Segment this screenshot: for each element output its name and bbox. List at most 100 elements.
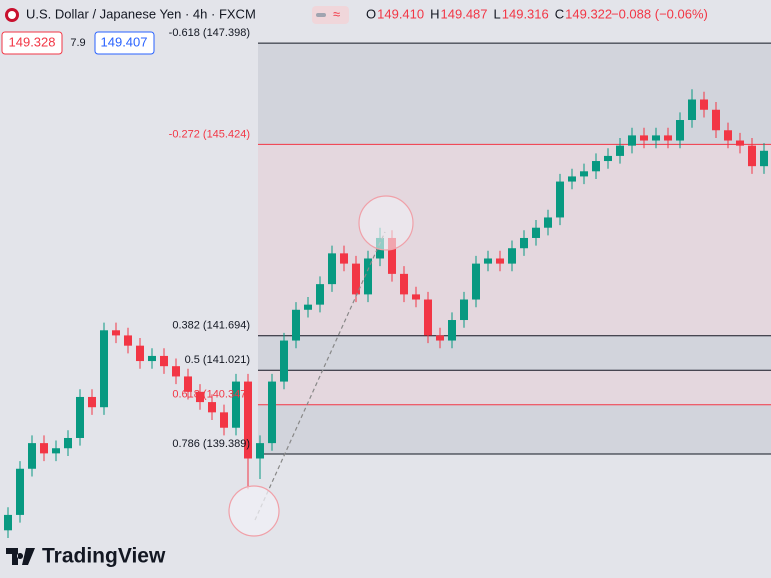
candle-body: [640, 135, 648, 141]
ohlc: O 149.410 H 149.487 L 149.316 C 149.322: [366, 6, 612, 21]
toggle-icon: [316, 13, 326, 17]
fib-label: 0.618 (140.347): [172, 389, 250, 401]
candle-body: [580, 171, 588, 177]
candle-body: [736, 140, 744, 146]
candle-body: [112, 330, 120, 336]
candle-body: [184, 376, 192, 392]
watermark: TradingView: [42, 545, 166, 568]
candle-body: [688, 99, 696, 121]
candle-body: [232, 381, 240, 428]
fib-zone: [258, 370, 771, 405]
candle-body: [700, 99, 708, 110]
candle-body: [676, 120, 684, 141]
spread: 7.9: [70, 37, 85, 49]
candle-body: [256, 443, 264, 459]
candle-body: [76, 396, 84, 438]
logo: [6, 548, 35, 565]
buy-price: 149.407: [101, 34, 148, 49]
candle-body: [400, 273, 408, 295]
candle-body: [268, 381, 276, 444]
candle-body: [280, 340, 288, 382]
candle-body: [40, 443, 48, 454]
candle-body: [556, 181, 564, 218]
candle-body: [448, 320, 456, 341]
ohlc-key: O: [366, 6, 376, 21]
candles: [4, 89, 768, 538]
candle-body: [436, 335, 444, 341]
change: −0.088 (−0.06%): [611, 6, 708, 21]
candle-body: [532, 227, 540, 238]
candle-body: [316, 284, 324, 305]
candle-body: [160, 355, 168, 367]
fib-label: -0.618 (147.398): [169, 27, 250, 39]
candle-body: [196, 391, 204, 403]
candle-body: [16, 468, 24, 515]
candle-body: [460, 299, 468, 321]
candle-body: [136, 345, 144, 362]
candle-body: [172, 366, 180, 377]
fib-zone: [258, 144, 771, 336]
candle-body: [100, 330, 108, 408]
candle-body: [712, 109, 720, 131]
candle-body: [592, 161, 600, 172]
candle-body: [424, 299, 432, 336]
sell-price: 149.328: [9, 34, 56, 49]
candle-body: [352, 263, 360, 295]
candle-body: [496, 258, 504, 264]
ohlc-value: 149.322: [565, 6, 612, 21]
candle-body: [4, 514, 12, 531]
sell-button[interactable]: [1, 31, 63, 55]
candle-body: [568, 176, 576, 182]
candle-body: [724, 130, 732, 141]
candle-body: [544, 217, 552, 228]
candle-body: [760, 150, 768, 167]
candle-body: [340, 253, 348, 264]
candle-body: [652, 135, 660, 141]
candle-body: [208, 402, 216, 413]
candle-body: [220, 412, 228, 428]
fib-zones: [258, 42, 771, 455]
candle-body: [484, 258, 492, 264]
candle-body: [364, 258, 372, 295]
symbol-title: U.S. Dollar / Japanese Yen · 4h · FXCM: [26, 6, 256, 21]
buy-button[interactable]: [94, 31, 155, 55]
fib-zone: [258, 43, 771, 145]
candle-body: [64, 437, 72, 449]
toggle[interactable]: [312, 6, 349, 24]
fib-label: 0.382 (141.694): [172, 320, 250, 332]
ohlc-value: 149.316: [502, 6, 549, 21]
candle-body: [328, 253, 336, 285]
candle-body: [748, 145, 756, 167]
marker-circle: [228, 485, 280, 537]
trend-line: [254, 231, 386, 521]
fib-labels: -0.618 (147.398) -0.272 (145.424) 0.382 (1…: [169, 27, 250, 450]
candle-body: [52, 448, 60, 454]
fib-label: -0.272 (145.424): [169, 128, 250, 140]
candle-body: [616, 145, 624, 156]
ohlc-key: C: [555, 6, 564, 21]
ohlc-key: H: [430, 6, 439, 21]
ohlc-key: L: [494, 6, 501, 21]
symbol-icon: [8, 11, 16, 19]
ohlc-value: 149.487: [441, 6, 488, 21]
fib-zone: [258, 404, 771, 454]
fib-label: 0.786 (139.389): [172, 438, 250, 450]
marker-circle: [358, 195, 414, 251]
candle-body: [88, 396, 96, 408]
candle-body: [508, 248, 516, 264]
candle-body: [388, 237, 396, 274]
toggle-icon: ≈: [333, 6, 340, 21]
candle-body: [664, 135, 672, 141]
candle-body: [124, 335, 132, 346]
candle-body: [244, 381, 252, 459]
candle-body: [28, 443, 36, 469]
ohlc-value: 149.410: [377, 6, 424, 21]
fib-label: 0.5 (141.021): [185, 354, 250, 366]
candle-body: [472, 263, 480, 300]
candle-body: [148, 355, 156, 362]
candle-body: [304, 304, 312, 310]
candle-body: [412, 294, 420, 300]
candle-body: [520, 237, 528, 249]
